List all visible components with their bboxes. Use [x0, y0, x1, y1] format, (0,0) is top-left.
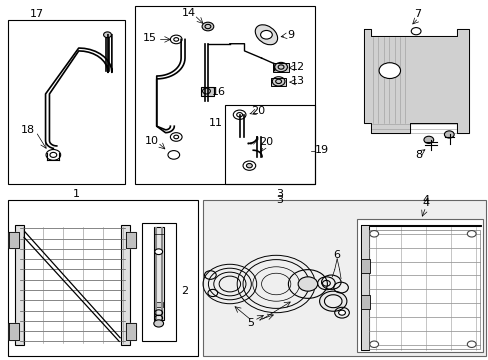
Text: 12: 12	[290, 62, 305, 72]
Bar	[142, 223, 176, 341]
Bar	[121, 225, 130, 345]
Circle shape	[423, 136, 433, 143]
Text: 4: 4	[422, 198, 428, 208]
Text: 3: 3	[276, 195, 283, 205]
Polygon shape	[9, 323, 19, 339]
Bar	[135, 6, 315, 184]
Circle shape	[298, 277, 317, 291]
Bar	[154, 226, 163, 320]
Circle shape	[246, 163, 252, 168]
Text: 2: 2	[181, 286, 188, 296]
Circle shape	[260, 31, 272, 39]
Polygon shape	[126, 232, 136, 248]
Bar	[203, 200, 485, 356]
Bar	[368, 230, 479, 348]
Bar	[356, 220, 483, 352]
Circle shape	[444, 131, 453, 138]
Text: 10: 10	[144, 136, 159, 145]
Bar	[224, 105, 315, 184]
Text: 13: 13	[290, 76, 305, 86]
Ellipse shape	[255, 25, 277, 45]
Bar	[200, 87, 214, 96]
Bar	[360, 259, 369, 273]
Circle shape	[369, 341, 378, 347]
Text: 6: 6	[333, 250, 340, 260]
Text: 16: 16	[212, 87, 225, 97]
Circle shape	[154, 320, 163, 327]
Bar	[8, 200, 198, 356]
Polygon shape	[363, 29, 468, 134]
Text: 20: 20	[259, 138, 273, 147]
Circle shape	[467, 341, 475, 347]
Text: 15: 15	[142, 33, 156, 43]
Polygon shape	[9, 232, 19, 248]
Text: 5: 5	[246, 319, 253, 328]
Text: 17: 17	[30, 9, 44, 19]
Text: 20: 20	[250, 106, 264, 116]
Text: 4: 4	[422, 195, 428, 205]
Circle shape	[369, 230, 378, 237]
Bar	[15, 225, 24, 345]
Bar	[156, 302, 162, 307]
Circle shape	[155, 249, 162, 255]
Text: 11: 11	[209, 118, 223, 128]
Circle shape	[467, 230, 475, 237]
Text: 9: 9	[287, 30, 294, 40]
Circle shape	[338, 310, 345, 315]
Circle shape	[378, 63, 400, 78]
Bar	[272, 63, 289, 72]
Polygon shape	[360, 225, 480, 350]
Bar	[270, 78, 286, 86]
Circle shape	[202, 22, 213, 31]
Text: 8: 8	[415, 150, 422, 160]
Text: 1: 1	[73, 189, 80, 199]
Text: 3: 3	[276, 189, 283, 199]
Text: 7: 7	[413, 9, 420, 19]
Circle shape	[416, 220, 425, 226]
Circle shape	[103, 32, 111, 38]
Bar	[360, 295, 369, 309]
Bar	[8, 21, 125, 184]
Text: 19: 19	[314, 144, 328, 154]
Text: 14: 14	[182, 8, 196, 18]
Polygon shape	[126, 323, 136, 339]
Circle shape	[410, 28, 420, 35]
Text: 18: 18	[20, 125, 35, 135]
